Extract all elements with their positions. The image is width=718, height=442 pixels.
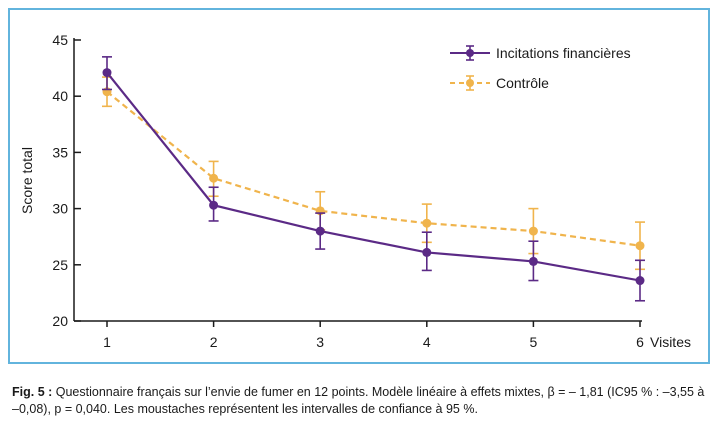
y-tick-label: 40 (52, 88, 68, 104)
legend-marker (466, 79, 474, 87)
data-point (422, 218, 432, 228)
data-point (422, 247, 432, 257)
legend-marker (466, 49, 474, 57)
series-0 (102, 56, 645, 302)
data-point (315, 226, 325, 236)
x-tick-label: 3 (316, 334, 324, 350)
caption-label: Fig. 5 : (12, 385, 53, 399)
y-tick-label: 30 (52, 201, 68, 217)
figure-caption: Fig. 5 : Questionnaire français sur l’en… (12, 384, 712, 418)
chart-frame: 20 25 30 35 40 45 1 2 3 4 5 6 Visites Score total Inc… (8, 8, 710, 364)
x-axis-label: Visites (650, 334, 691, 350)
x-tick-label: 4 (423, 334, 431, 350)
legend-label: Contrôle (496, 75, 549, 91)
y-axis-label: Score total (19, 147, 35, 214)
x-tick-label: 1 (103, 334, 111, 350)
data-point (528, 226, 538, 236)
x-tick-label: 2 (210, 334, 218, 350)
y-tick-label: 45 (52, 32, 68, 48)
x-tick-label: 5 (530, 334, 538, 350)
legend-label: Incitations financières (496, 45, 631, 61)
data-point (635, 276, 645, 286)
data-point (209, 173, 219, 183)
y-tick-label: 35 (52, 144, 68, 160)
series-line (106, 71, 641, 282)
x-tick-label: 6 (636, 334, 644, 350)
legend: Incitations financières Contrôle (450, 45, 631, 91)
data-point (102, 68, 112, 78)
data-point (635, 241, 645, 251)
series-layer (102, 56, 645, 302)
y-tick-label: 20 (52, 313, 68, 329)
caption-text: Questionnaire français sur l’envie de fu… (12, 385, 705, 416)
data-point (528, 256, 538, 266)
series-line (106, 90, 641, 247)
series-1 (102, 76, 645, 271)
y-tick-label: 25 (52, 257, 68, 273)
data-point (209, 200, 219, 210)
